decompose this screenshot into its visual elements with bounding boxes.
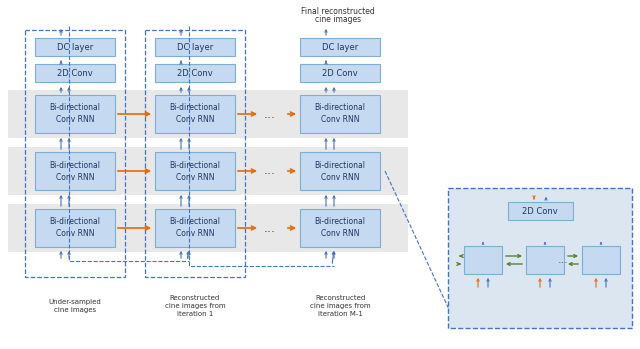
FancyBboxPatch shape [300, 64, 380, 82]
FancyBboxPatch shape [35, 152, 115, 190]
Text: Bi-directional: Bi-directional [49, 161, 100, 170]
FancyBboxPatch shape [155, 38, 235, 56]
Text: Bi-directional: Bi-directional [314, 104, 365, 112]
Text: 2D Conv: 2D Conv [57, 68, 93, 77]
Text: ...: ... [557, 255, 568, 265]
FancyBboxPatch shape [155, 152, 235, 190]
Text: Final reconstructed: Final reconstructed [301, 7, 375, 16]
Text: Bi-directional: Bi-directional [170, 161, 221, 170]
FancyBboxPatch shape [582, 246, 620, 274]
Text: 2D Conv: 2D Conv [177, 68, 213, 77]
Text: cine images: cine images [54, 307, 96, 313]
Text: Conv RNN: Conv RNN [321, 230, 359, 238]
FancyBboxPatch shape [8, 204, 408, 252]
FancyBboxPatch shape [300, 38, 380, 56]
Text: Bi-directional: Bi-directional [314, 161, 365, 170]
Text: cine images: cine images [315, 15, 361, 24]
FancyBboxPatch shape [35, 209, 115, 247]
FancyBboxPatch shape [300, 152, 380, 190]
Text: DC layer: DC layer [177, 43, 213, 52]
Text: DC layer: DC layer [322, 43, 358, 52]
Text: Conv RNN: Conv RNN [321, 172, 359, 181]
Text: Bi-directional: Bi-directional [170, 217, 221, 227]
FancyBboxPatch shape [8, 90, 408, 138]
Text: DC layer: DC layer [57, 43, 93, 52]
FancyBboxPatch shape [155, 209, 235, 247]
Text: Reconstructed: Reconstructed [315, 295, 365, 301]
Text: Conv RNN: Conv RNN [176, 230, 214, 238]
FancyBboxPatch shape [35, 95, 115, 133]
Text: Bi-directional: Bi-directional [170, 104, 221, 112]
FancyBboxPatch shape [8, 147, 408, 195]
Text: ...: ... [264, 107, 276, 120]
Text: iteration M-1: iteration M-1 [317, 311, 362, 317]
Text: Conv RNN: Conv RNN [56, 172, 94, 181]
Text: Conv RNN: Conv RNN [321, 116, 359, 125]
Text: iteration 1: iteration 1 [177, 311, 213, 317]
FancyBboxPatch shape [155, 64, 235, 82]
Text: ...: ... [264, 222, 276, 235]
FancyBboxPatch shape [35, 38, 115, 56]
Text: Under-sampled: Under-sampled [49, 299, 101, 305]
FancyBboxPatch shape [508, 202, 573, 220]
Text: Conv RNN: Conv RNN [176, 116, 214, 125]
Text: Bi-directional: Bi-directional [49, 104, 100, 112]
Text: cine images from: cine images from [310, 303, 371, 309]
Text: Conv RNN: Conv RNN [176, 172, 214, 181]
Text: Bi-directional: Bi-directional [314, 217, 365, 227]
Text: 2D Conv: 2D Conv [522, 207, 558, 215]
Text: ...: ... [264, 164, 276, 178]
Text: 2D Conv: 2D Conv [322, 68, 358, 77]
Text: cine images from: cine images from [164, 303, 225, 309]
FancyBboxPatch shape [300, 95, 380, 133]
FancyBboxPatch shape [448, 188, 632, 328]
Text: Conv RNN: Conv RNN [56, 116, 94, 125]
Text: Reconstructed: Reconstructed [170, 295, 220, 301]
FancyBboxPatch shape [155, 95, 235, 133]
FancyBboxPatch shape [526, 246, 564, 274]
FancyBboxPatch shape [464, 246, 502, 274]
Text: Bi-directional: Bi-directional [49, 217, 100, 227]
FancyBboxPatch shape [35, 64, 115, 82]
FancyBboxPatch shape [300, 209, 380, 247]
Text: Conv RNN: Conv RNN [56, 230, 94, 238]
